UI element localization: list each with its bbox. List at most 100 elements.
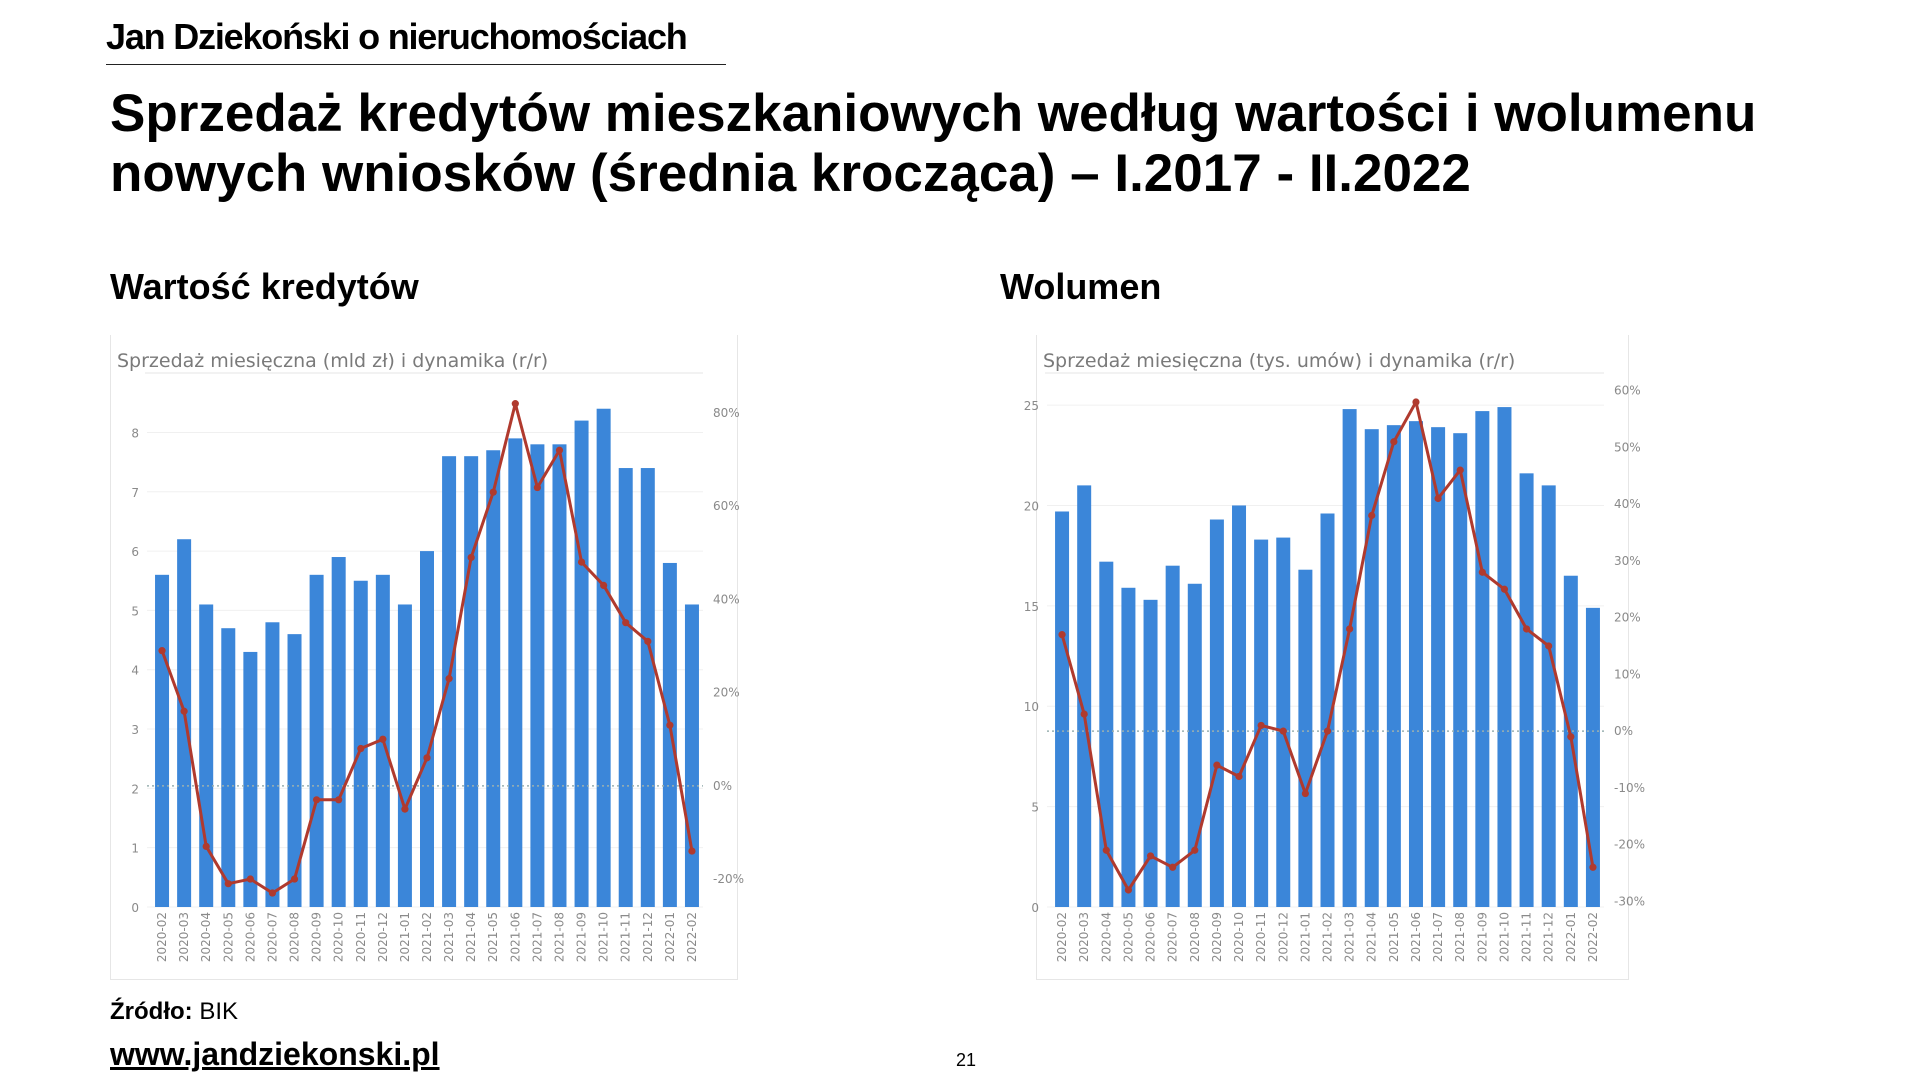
chart-title: Sprzedaż miesięczna (tys. umów) i dynami… [1043, 350, 1515, 372]
bar [486, 450, 501, 907]
dynamics-point [1567, 733, 1575, 741]
bar [397, 604, 412, 907]
dynamics-point [1213, 761, 1221, 769]
page-title: Sprzedaż kredytów mieszkaniowych według … [110, 84, 1757, 203]
bar [1099, 561, 1114, 907]
bar [1232, 505, 1247, 907]
dynamics-point [1058, 631, 1066, 639]
dynamics-point [1323, 727, 1332, 735]
x-tick-label: 2021-11 [619, 912, 633, 962]
bar [596, 408, 611, 907]
y-left-tick-label: 5 [131, 604, 139, 618]
y-right-tick-label: -30% [1614, 894, 1645, 908]
bar [1431, 427, 1446, 907]
y-right-tick-label: 60% [713, 499, 740, 513]
chart-title: Sprzedaż miesięczna (mld zł) i dynamika … [117, 350, 548, 372]
bar [177, 539, 192, 907]
dynamics-point [202, 842, 210, 851]
dynamics-point [423, 754, 431, 762]
dynamics-point [688, 847, 696, 855]
bar [199, 604, 214, 907]
y-left-tick-label: 20 [1024, 499, 1039, 513]
x-tick-label: 2021-01 [398, 912, 412, 962]
x-tick-label: 2021-07 [530, 912, 544, 962]
x-tick-label: 2021-07 [1431, 912, 1445, 962]
x-tick-label: 2020-07 [1166, 912, 1180, 962]
y-right-tick-label: 80% [713, 406, 740, 420]
x-tick-label: 2021-02 [1321, 912, 1335, 962]
dynamics-point [666, 721, 674, 729]
bar [1298, 569, 1313, 907]
dynamics-point [445, 675, 453, 683]
dynamics-point [1124, 886, 1133, 894]
volume-chart: Sprzedaż miesięczna (tys. umów) i dynami… [1024, 350, 1645, 962]
x-tick-label: 2020-04 [1099, 912, 1113, 962]
dynamics-point [1500, 585, 1509, 593]
x-tick-label: 2020-09 [310, 912, 324, 962]
y-left-tick-label: 4 [131, 664, 139, 678]
y-left-tick-label: 3 [131, 723, 139, 737]
bar [1364, 429, 1379, 907]
bar [1453, 433, 1468, 907]
y-left-tick-label: 8 [131, 426, 139, 440]
bar [684, 604, 699, 907]
y-right-tick-label: 0% [1614, 724, 1633, 738]
dynamics-point [1301, 789, 1309, 798]
bar [1187, 583, 1202, 907]
bar [1143, 599, 1158, 907]
dynamics-point [489, 488, 497, 496]
y-left-tick-label: 6 [131, 545, 139, 559]
dynamics-point [313, 796, 321, 804]
website-link[interactable]: www.jandziekonski.pl [110, 1036, 440, 1072]
bar [1055, 511, 1070, 907]
y-right-tick-label: 40% [713, 592, 740, 606]
dynamics-point [1478, 568, 1486, 576]
dynamics-point [1169, 863, 1177, 871]
x-tick-label: 2021-03 [442, 912, 456, 962]
bar [331, 557, 346, 907]
source-note: Źródło: BIK [110, 998, 238, 1026]
y-right-tick-label: 10% [1614, 667, 1641, 681]
x-tick-label: 2022-01 [1564, 912, 1578, 962]
x-tick-label: 2021-04 [1365, 912, 1379, 962]
bar [530, 444, 545, 907]
y-left-tick-label: 1 [131, 842, 139, 856]
bar [1386, 425, 1401, 907]
dynamics-point [600, 581, 608, 590]
dynamics-point [1456, 466, 1464, 474]
dynamics-point [290, 875, 299, 883]
dynamics-point [555, 446, 564, 454]
dynamics-point [268, 889, 277, 897]
dynamics-point [1390, 438, 1398, 446]
dynamics-point [379, 735, 387, 743]
bar [1497, 407, 1512, 907]
source-label: Źródło: [110, 998, 193, 1025]
x-tick-label: 2021-05 [486, 912, 500, 962]
dynamics-point [577, 558, 586, 566]
bar [640, 468, 655, 907]
bar [265, 622, 280, 907]
dynamics-point [1346, 625, 1354, 633]
x-tick-label: 2020-05 [221, 912, 235, 962]
bar [618, 468, 633, 907]
dynamics-point [1368, 511, 1376, 520]
bar [1519, 473, 1534, 907]
y-right-tick-label: 60% [1614, 384, 1641, 398]
bar [287, 634, 302, 907]
x-tick-label: 2020-06 [243, 912, 257, 962]
x-tick-label: 2021-06 [508, 912, 522, 962]
y-right-tick-label: 30% [1614, 554, 1641, 568]
bar [1541, 485, 1556, 907]
y-left-tick-label: 2 [131, 782, 139, 796]
bar [309, 574, 324, 907]
dynamics-point [224, 880, 232, 888]
dynamics-point [335, 796, 343, 804]
x-tick-label: 2020-11 [354, 912, 368, 962]
dynamics-point [401, 805, 409, 813]
bar [1342, 409, 1357, 907]
y-right-tick-label: -20% [1614, 838, 1645, 852]
x-tick-label: 2020-12 [1276, 912, 1290, 962]
bar [353, 580, 368, 907]
dynamics-point [1146, 852, 1155, 860]
dynamics-point [622, 619, 630, 627]
